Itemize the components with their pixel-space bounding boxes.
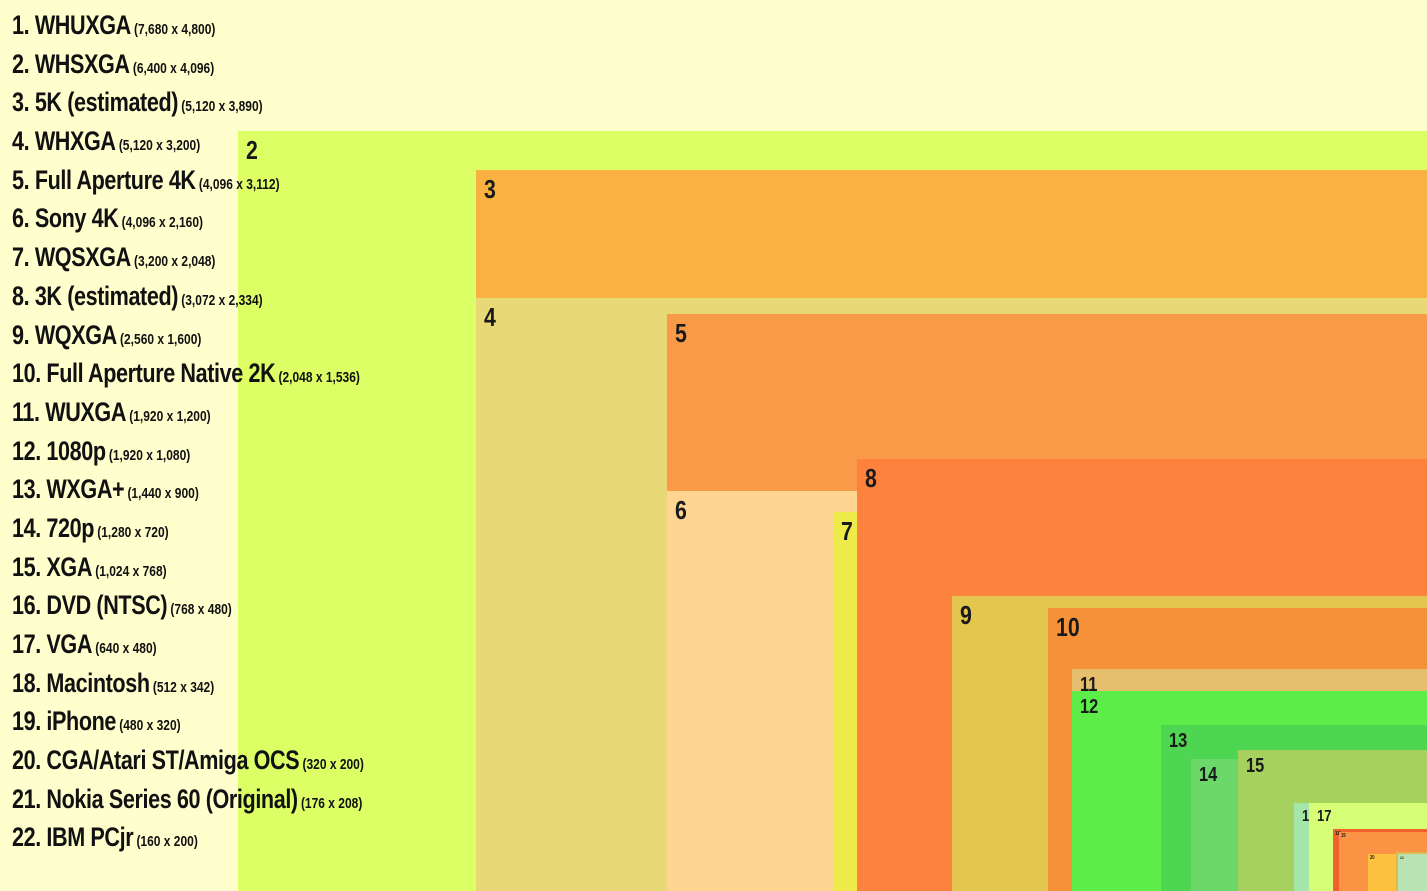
- legend-item: 13. WXGA+ (1,440 x 900): [12, 474, 364, 513]
- legend-item-name: 3. 5K (estimated): [12, 87, 179, 118]
- resolution-rect-number: 20: [1370, 855, 1375, 861]
- legend-item-name: 7. WQSXGA: [12, 242, 131, 273]
- resolution-rect-number: 2: [246, 135, 258, 165]
- resolution-rect-number: 22: [1400, 855, 1404, 860]
- resolution-rect-number: 8: [865, 463, 877, 493]
- resolution-rect-number: 17: [1317, 808, 1332, 825]
- legend-item-resolution: (176 x 208): [300, 794, 363, 812]
- legend-item-resolution: (3,072 x 2,334): [181, 291, 263, 309]
- legend-item-resolution: (7,680 x 4,800): [134, 21, 216, 38]
- legend-item: 2. WHSXGA (6,400 x 4,096): [12, 49, 364, 88]
- resolution-rect-number: 3: [484, 174, 496, 204]
- legend-item-name: 19. iPhone: [12, 706, 117, 737]
- resolution-rect-number: 12: [1080, 696, 1099, 718]
- legend-item-resolution: (5,120 x 3,890): [181, 98, 263, 116]
- legend-item-resolution: (1,280 x 720): [97, 523, 169, 541]
- legend-item: 5. Full Aperture 4K (4,096 x 3,112): [12, 165, 364, 204]
- legend-item-name: 20. CGA/Atari ST/Amiga OCS: [12, 745, 300, 776]
- legend-item-name: 9. WQXGA: [12, 319, 117, 350]
- legend-item-name: 18. Macintosh: [12, 667, 150, 698]
- resolution-rect-22: 22: [1398, 854, 1427, 891]
- legend-item: 4. WHXGA (5,120 x 3,200): [12, 126, 364, 165]
- legend-item: 3. 5K (estimated) (5,120 x 3,890): [12, 87, 364, 126]
- resolution-rect-number: 13: [1169, 730, 1188, 752]
- legend-item-name: 13. WXGA+: [12, 474, 125, 505]
- legend-item-resolution: (1,440 x 900): [127, 485, 199, 503]
- legend-item-name: 14. 720p: [12, 512, 95, 543]
- legend-item: 21. Nokia Series 60 (Original) (176 x 208…: [12, 784, 364, 823]
- legend-item-resolution: (1,920 x 1,200): [129, 407, 211, 425]
- legend-item-resolution: (6,400 x 4,096): [132, 59, 215, 77]
- resolution-rect-3: 3: [476, 170, 1427, 298]
- resolution-rect-number: 9: [960, 600, 972, 630]
- resolution-legend: 1. WHUXGA (7,680 x 4,800) 2. WHSXGA (6,400 …: [12, 10, 452, 861]
- legend-item-name: 2. WHSXGA: [12, 48, 130, 79]
- legend-item-resolution: (320 x 200): [302, 756, 364, 774]
- legend-item: 18. Macintosh (512 x 342): [12, 668, 364, 707]
- legend-item-resolution: (2,048 x 1,536): [278, 369, 360, 387]
- legend-item: 1. WHUXGA (7,680 x 4,800): [12, 10, 364, 49]
- legend-item-name: 21. Nokia Series 60 (Original): [12, 783, 298, 814]
- resolution-rect-number: 11: [1080, 674, 1098, 696]
- legend-item-name: 15. XGA: [12, 551, 93, 582]
- legend-item: 22. IBM PCjr (160 x 200): [12, 822, 364, 861]
- legend-item-resolution: (640 x 480): [95, 640, 157, 657]
- legend-item: 6. Sony 4K (4,096 x 2,160): [12, 203, 364, 242]
- legend-item-resolution: (4,096 x 2,160): [121, 214, 204, 232]
- legend-item-resolution: (160 x 200): [136, 833, 198, 851]
- legend-item-resolution: (4,096 x 3,112): [198, 175, 280, 193]
- legend-item-name: 4. WHXGA: [12, 126, 116, 157]
- legend-item-name: 17. VGA: [12, 629, 93, 659]
- resolution-rect-number: 5: [675, 318, 687, 348]
- legend-item-resolution: (5,120 x 3,200): [118, 137, 201, 155]
- legend-item-resolution: (1,920 x 1,080): [108, 446, 191, 464]
- resolution-rect-number: 19: [1341, 833, 1346, 839]
- legend-item: 14. 720p (1,280 x 720): [12, 513, 364, 552]
- legend-item-resolution: (768 x 480): [170, 601, 232, 619]
- legend-item: 17. VGA (640 x 480): [12, 629, 364, 668]
- legend-item-name: 1. WHUXGA: [12, 10, 131, 40]
- legend-item: 9. WQXGA (2,560 x 1,600): [12, 320, 364, 359]
- resolution-rect-number: 7: [841, 516, 853, 546]
- legend-item-resolution: (480 x 320): [119, 717, 181, 735]
- resolution-rect-number: 18: [1335, 831, 1341, 837]
- resolution-rect-number: 10: [1056, 612, 1080, 642]
- legend-item-name: 22. IBM PCjr: [12, 822, 134, 853]
- legend-item-resolution: (2,560 x 1,600): [120, 330, 202, 348]
- resolution-rect-number: 15: [1246, 755, 1265, 777]
- legend-item: 19. iPhone (480 x 320): [12, 706, 364, 745]
- resolution-rect-number: 6: [675, 495, 687, 525]
- legend-item: 11. WUXGA (1,920 x 1,200): [12, 397, 364, 436]
- legend-item: 10. Full Aperture Native 2K (2,048 x 1,53…: [12, 358, 364, 397]
- legend-item: 16. DVD (NTSC) (768 x 480): [12, 590, 364, 629]
- legend-item-name: 12. 1080p: [12, 435, 106, 466]
- legend-item-name: 6. Sony 4K: [12, 203, 119, 234]
- legend-item-name: 5. Full Aperture 4K: [12, 164, 196, 195]
- resolution-rect-number: 14: [1199, 764, 1218, 786]
- legend-item: 12. 1080p (1,920 x 1,080): [12, 436, 364, 475]
- legend-item-resolution: (512 x 342): [152, 678, 215, 696]
- resolution-rect-number: 4: [484, 302, 496, 332]
- legend-item-name: 16. DVD (NTSC): [12, 590, 168, 621]
- legend-item-resolution: (3,200 x 2,048): [134, 253, 216, 271]
- legend-item-name: 8. 3K (estimated): [12, 280, 179, 311]
- legend-item: 8. 3K (estimated) (3,072 x 2,334): [12, 281, 364, 320]
- legend-item: 20. CGA/Atari ST/Amiga OCS (320 x 200): [12, 745, 364, 784]
- legend-item: 7. WQSXGA (3,200 x 2,048): [12, 242, 364, 281]
- legend-item-name: 11. WUXGA: [12, 396, 127, 427]
- legend-item-resolution: (1,024 x 768): [95, 562, 167, 580]
- legend-item: 15. XGA (1,024 x 768): [12, 552, 364, 591]
- legend-item-name: 10. Full Aperture Native 2K: [12, 358, 276, 389]
